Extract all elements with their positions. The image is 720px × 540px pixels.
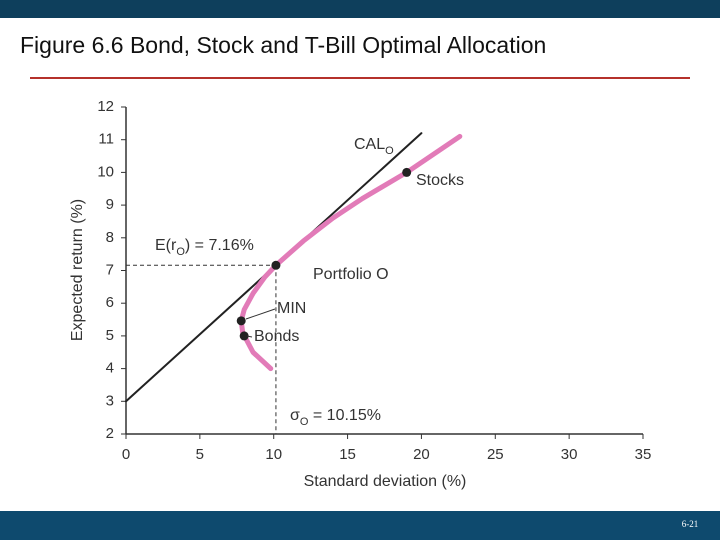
x-tick-label: 20 xyxy=(413,446,430,463)
annotation-part: Stocks xyxy=(416,172,464,189)
y-tick-label: 6 xyxy=(106,294,114,311)
x-tick-label: 30 xyxy=(561,446,578,463)
top-bar xyxy=(0,0,720,18)
annotation: Stocks xyxy=(416,172,464,189)
annotation-part: = 10.15% xyxy=(308,407,381,424)
y-tick-label: 11 xyxy=(98,131,114,148)
annotation-part: O xyxy=(300,416,309,428)
annotation-part: MIN xyxy=(277,300,306,317)
y-tick-label: 2 xyxy=(106,425,114,442)
y-tick-label: 12 xyxy=(97,98,114,115)
annotation: CALO xyxy=(354,136,394,157)
slide-title: Figure 6.6 Bond, Stock and T-Bill Optima… xyxy=(20,32,546,58)
portfolio-point xyxy=(402,167,412,177)
annotation-part: O xyxy=(176,246,185,258)
x-tick-label: 0 xyxy=(122,446,130,463)
pointer xyxy=(246,335,253,338)
x-tick-label: 5 xyxy=(196,446,204,463)
portfolio-point xyxy=(271,260,281,270)
annotation-part: σ xyxy=(290,407,300,424)
annotation-part: Bonds xyxy=(254,328,299,345)
y-tick-label: 4 xyxy=(106,360,114,377)
page-number: 6-21 xyxy=(682,519,699,529)
y-tick-label: 9 xyxy=(106,196,114,213)
x-tick-label: 15 xyxy=(339,446,356,463)
y-axis-label: Expected return (%) xyxy=(69,199,86,341)
y-tick-label: 10 xyxy=(97,163,114,180)
pointer xyxy=(245,308,276,320)
y-tick-label: 8 xyxy=(106,229,114,246)
y-tick-label: 7 xyxy=(106,261,114,278)
annotation: Bonds xyxy=(254,328,299,345)
bottom-bar xyxy=(0,511,720,540)
annotation-part: O xyxy=(385,145,394,157)
annotation: MIN xyxy=(277,300,306,317)
x-tick-label: 35 xyxy=(635,446,652,463)
annotation: E(rO) = 7.16% xyxy=(155,237,254,258)
portfolio-point xyxy=(239,331,249,341)
annotation-part: E(r xyxy=(155,237,177,254)
annotation-part: Portfolio O xyxy=(313,266,389,283)
portfolio-point xyxy=(236,316,246,326)
y-tick-label: 3 xyxy=(106,392,114,409)
annotation: σO = 10.15% xyxy=(290,407,381,428)
x-tick-label: 10 xyxy=(265,446,282,463)
x-tick-label: 25 xyxy=(487,446,504,463)
annotation-part: ) = 7.16% xyxy=(185,237,254,254)
annotation-part: CAL xyxy=(354,136,385,153)
x-axis-label: Standard deviation (%) xyxy=(304,473,467,490)
annotation: Portfolio O xyxy=(313,266,389,283)
y-tick-label: 5 xyxy=(106,327,114,344)
